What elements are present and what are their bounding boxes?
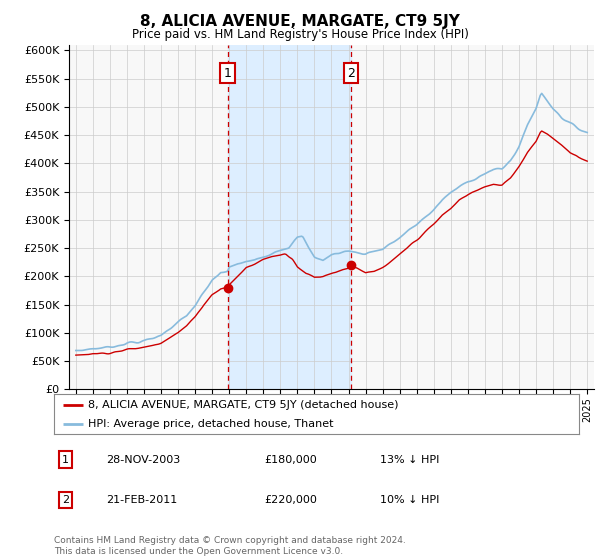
Text: 1: 1 [62, 455, 69, 465]
Text: £180,000: £180,000 [264, 455, 317, 465]
Text: 8, ALICIA AVENUE, MARGATE, CT9 5JY: 8, ALICIA AVENUE, MARGATE, CT9 5JY [140, 14, 460, 29]
Text: 10% ↓ HPI: 10% ↓ HPI [380, 495, 439, 505]
Text: 8, ALICIA AVENUE, MARGATE, CT9 5JY (detached house): 8, ALICIA AVENUE, MARGATE, CT9 5JY (deta… [88, 400, 398, 409]
Text: Price paid vs. HM Land Registry's House Price Index (HPI): Price paid vs. HM Land Registry's House … [131, 28, 469, 41]
Text: 13% ↓ HPI: 13% ↓ HPI [380, 455, 439, 465]
Text: 28-NOV-2003: 28-NOV-2003 [107, 455, 181, 465]
Bar [227, 45, 351, 389]
Text: £220,000: £220,000 [264, 495, 317, 505]
Text: 2: 2 [62, 495, 69, 505]
Text: 21-FEB-2011: 21-FEB-2011 [107, 495, 178, 505]
Text: 2: 2 [347, 67, 355, 80]
Text: Contains HM Land Registry data © Crown copyright and database right 2024.
This d: Contains HM Land Registry data © Crown c… [54, 536, 406, 556]
Text: HPI: Average price, detached house, Thanet: HPI: Average price, detached house, Than… [88, 419, 334, 429]
Text: 1: 1 [224, 67, 232, 80]
